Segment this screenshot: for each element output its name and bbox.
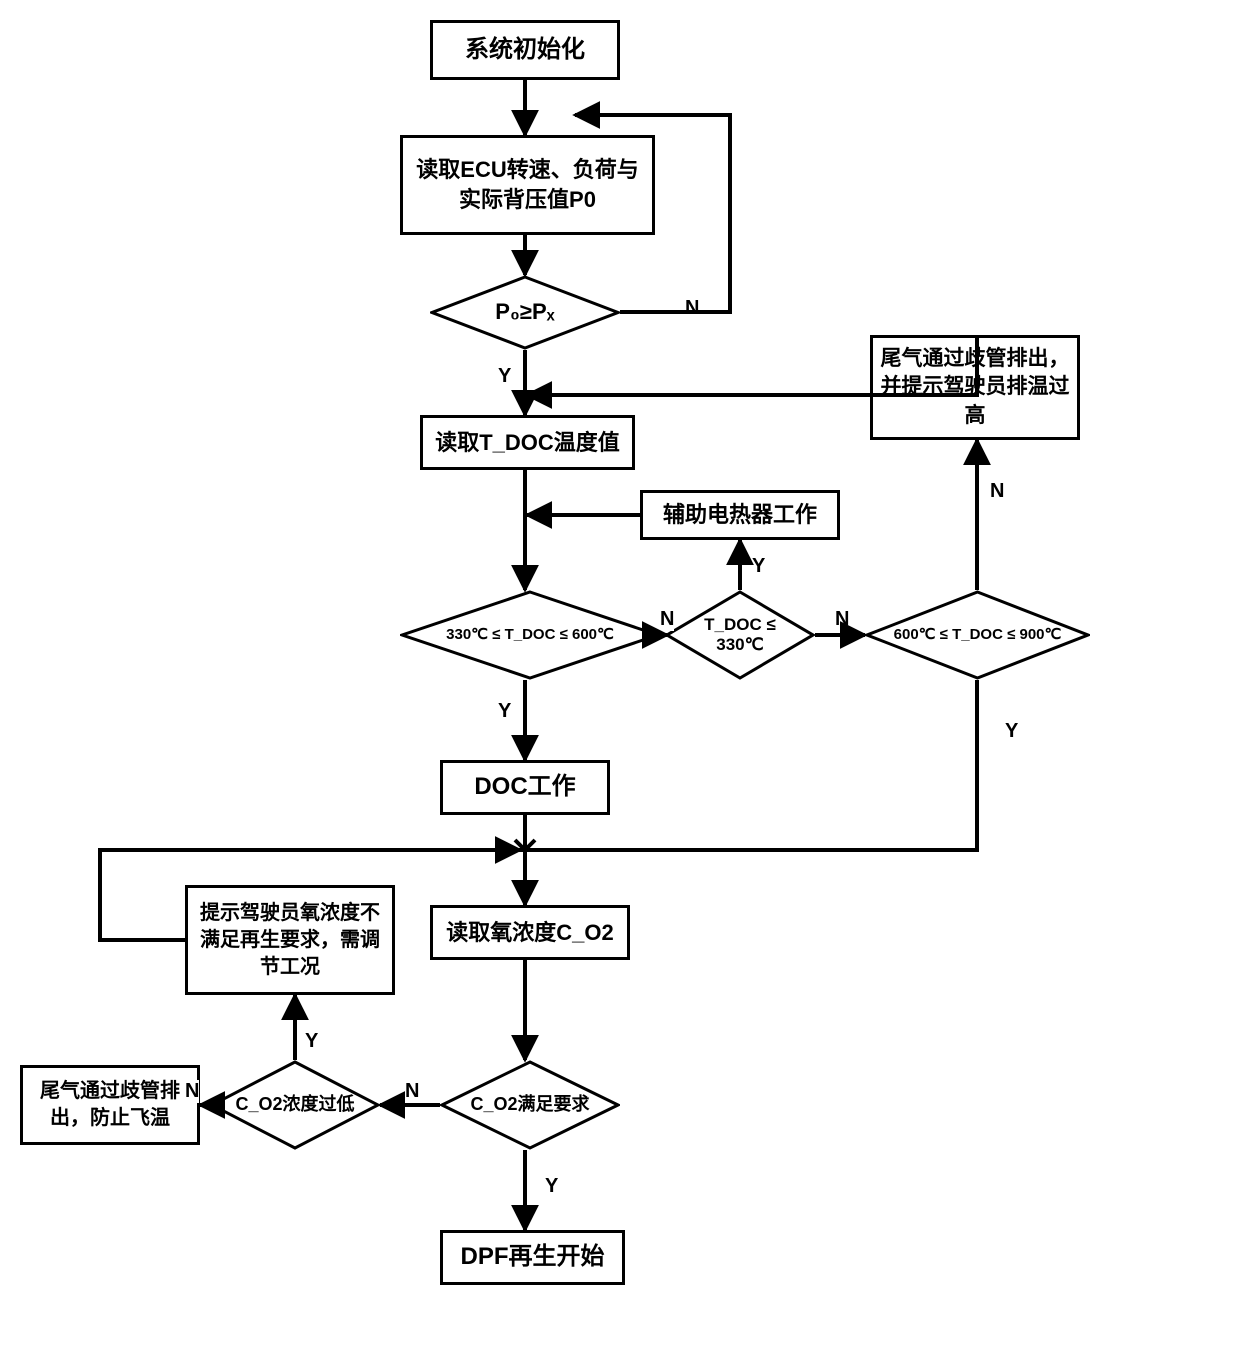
label-t600-900-y: Y	[1005, 720, 1018, 743]
node-o2-warn: 提示驾驶员氧浓度不满足再生要求，需调节工况	[185, 885, 395, 995]
decision-t600-900: 600℃ ≤ T_DOC ≤ 900℃	[865, 590, 1090, 680]
node-bypass-lo: 尾气通过歧管排出，防止飞温	[20, 1065, 200, 1145]
label-o2ok-n: N	[405, 1080, 419, 1103]
label-t330-y: Y	[498, 700, 511, 723]
node-doc-work: DOC工作	[440, 760, 610, 815]
node-read-tdoc: 读取T_DOC温度值	[420, 415, 635, 470]
node-read-o2: 读取氧浓度C_O2	[430, 905, 630, 960]
label-p0px-n: N	[685, 297, 699, 320]
node-read-ecu: 读取ECU转速、负荷与实际背压值P0	[400, 135, 655, 235]
node-bypass-hi: 尾气通过歧管排出，并提示驾驶员排温过高	[870, 335, 1080, 440]
label-o2ok-y: Y	[545, 1175, 558, 1198]
decision-o2-low: C_O2浓度过低	[210, 1060, 380, 1150]
label-o2low-n: N	[185, 1080, 199, 1103]
decision-t330-600: 330℃ ≤ T_DOC ≤ 600℃	[400, 590, 660, 680]
node-heater: 辅助电热器工作	[640, 490, 840, 540]
node-init: 系统初始化	[430, 20, 620, 80]
label-o2low-y: Y	[305, 1030, 318, 1053]
label-p0px-y: Y	[498, 365, 511, 388]
decision-p0px: P₀≥Pₓ	[430, 275, 620, 350]
label-tlt330-y: Y	[752, 555, 765, 578]
label-t330-n: N	[660, 608, 674, 631]
label-t600-900-n: N	[990, 480, 1004, 503]
decision-tlt330: T_DOC ≤ 330℃	[665, 590, 815, 680]
decision-o2-ok: C_O2满足要求	[440, 1060, 620, 1150]
label-tlt330-n: N	[835, 608, 849, 631]
node-dpf-start: DPF再生开始	[440, 1230, 625, 1285]
